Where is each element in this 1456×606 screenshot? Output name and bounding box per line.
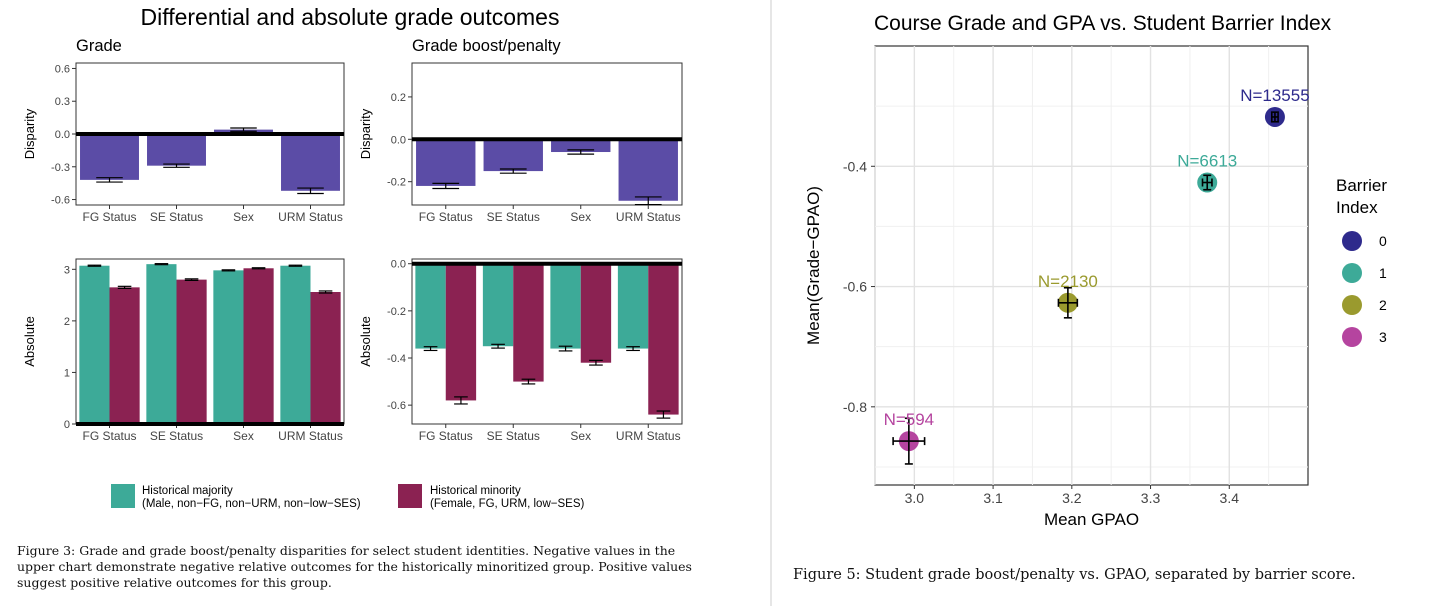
scatter-ylabel: Mean(Grade−GPAO) [804,186,823,345]
panel4-ytick-label: -0.2 [387,306,406,318]
scatter-ytick-label: -0.6 [843,279,867,295]
panel3-ytick-label: 0 [64,419,70,431]
panel2-xtick-label: Sex [570,210,591,224]
scatter-title: Course Grade and GPA vs. Student Barrier… [874,12,1332,35]
panel4-xtick-label: URM Status [616,429,681,443]
scatter-xlabel: Mean GPAO [1044,510,1139,529]
figure-3-caption: Figure 3: Grade and grade boost/penalty … [17,543,692,590]
legend-title: Barrier [1336,176,1387,195]
panel3-xtick-label: FG Status [82,429,136,443]
panel3-ylabel: Absolute [22,316,37,367]
legend-key-index-1 [1342,263,1362,283]
panel2-ytick-label: 0.0 [391,134,406,146]
panel4-xtick-label: FG Status [419,429,473,443]
panel1-ytick-label: 0.6 [55,63,70,75]
panel3-bar-minority [310,292,341,424]
panel4-bar-majority [482,263,514,347]
scatter-point-label: N=2130 [1038,272,1098,291]
panel3-bar-minority [176,279,207,424]
panel2-bar [551,139,611,153]
panel4-ytick-label: -0.4 [387,353,406,365]
legend-minority-label: Historical minority (Female, FG, URM, lo… [430,485,585,510]
panel2-bar [416,139,476,186]
panel3-xtick-label: SE Status [150,429,203,443]
panel4-ytick-label: 0.0 [391,259,406,271]
panel3-bar-majority [79,265,110,424]
panel1-ytick-label: -0.3 [51,162,70,174]
panel4-ytick-label: -0.6 [387,400,406,412]
panel3-xtick-label: Sex [233,429,254,443]
legend-minority-swatch [398,484,422,508]
panel2-xtick-label: URM Status [616,210,681,224]
legend-key-label: 2 [1379,297,1387,313]
panel3-bar-majority [280,265,311,424]
scatter-xtick-label: 3.3 [1141,490,1161,506]
panel4-bar-minority [648,263,679,415]
boost-panel-title: Grade boost/penalty [412,37,561,55]
scatter-point-label: N=594 [884,410,935,429]
panel1-bar [281,134,340,191]
legend-key-index-3 [1342,327,1362,347]
panel4-xtick-label: Sex [570,429,591,443]
panel2-ytick-label: -0.2 [387,177,406,189]
legend-majority-swatch [111,484,135,508]
panel1-ytick-label: 0.0 [55,129,70,141]
panel1-xtick-label: SE Status [150,210,203,224]
panel4-bar-majority [617,263,649,349]
panel2-ytick-label: 0.2 [391,92,406,104]
scatter-point-label: N=13555 [1240,86,1309,105]
panel1-bar [147,134,206,166]
panel1-ytick-label: -0.6 [51,195,70,207]
scatter-xtick-label: 3.2 [1062,490,1082,506]
figure-5-caption: Figure 5: Student grade boost/penalty vs… [793,567,1356,583]
panel1-ytick-label: 0.3 [55,96,70,108]
panel4-bar-minority [445,263,477,401]
panel4-xtick-label: SE Status [487,429,540,443]
legend-key-index-2 [1342,295,1362,315]
panel2-ylabel: Disparity [358,108,373,159]
panel3-ytick-label: 3 [64,264,70,276]
scatter-xtick-label: 3.0 [905,490,925,506]
panel3-bar-majority [146,264,177,424]
scatter-frame [874,45,1309,486]
scatter-chart: 3.0 3.1 3.2 3.3 3.4 -0.4 -0.6 -0.8 Mean GPAO Mean… [804,45,1387,529]
scatter-point-label: N=6613 [1177,152,1237,171]
legend-key-label: 1 [1379,265,1387,281]
left-bar-charts: 0.6 0.3 0.0 -0.3 -0.6 Disparity FG Status SE St… [22,62,683,443]
panel3-bar-minority [109,287,140,424]
panel3-bar-minority [243,268,274,424]
panel4-bar-majority [415,263,446,349]
panel4-bar-majority [550,263,581,349]
panel1-bar [80,134,139,180]
panel2-xtick-label: SE Status [487,210,540,224]
panel4-ylabel: Absolute [358,316,373,367]
legend-title: Index [1336,198,1378,217]
panel1-xtick-label: FG Status [82,210,136,224]
panel2-xtick-label: FG Status [419,210,473,224]
panel1-ylabel: Disparity [22,108,37,159]
panel1-xtick-label: Sex [233,210,254,224]
scatter-xtick-label: 3.1 [983,490,1003,506]
scatter-ytick-label: -0.4 [843,158,867,174]
scatter-xtick-label: 3.4 [1220,490,1240,506]
panel4-bar-minority [580,263,612,363]
panel3-ytick-label: 2 [64,316,70,328]
panel3-bar-majority [213,270,244,424]
legend-majority-label: Historical majority (Male, non−FG, non−U… [142,485,361,510]
panel4-bar-minority [513,263,544,382]
panel3-ytick-label: 1 [64,367,70,379]
scatter-ytick-label: -0.8 [843,399,867,415]
panel2-bar [483,139,543,172]
panel2-bar [618,139,678,201]
legend-key-label: 0 [1379,233,1387,249]
legend-key-label: 3 [1379,329,1387,345]
panel3-xtick-label: URM Status [278,429,343,443]
panel1-xtick-label: URM Status [278,210,343,224]
left-figure-title: Differential and absolute grade outcomes [140,4,560,30]
legend-key-index-0 [1342,231,1362,251]
grade-panel-title: Grade [76,37,122,55]
figure-divider [770,0,772,606]
